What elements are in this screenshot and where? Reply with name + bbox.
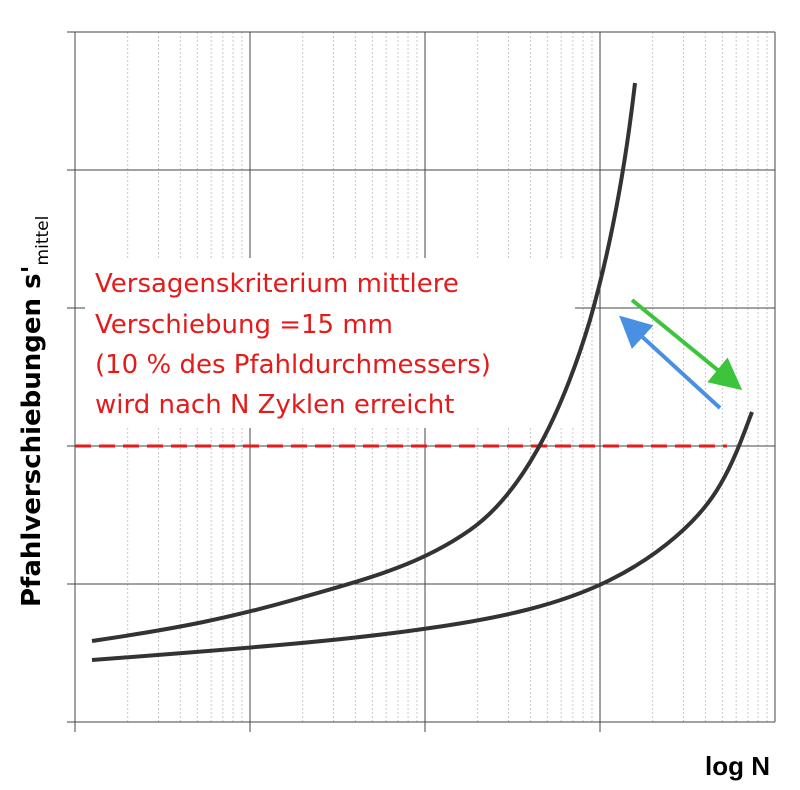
x-axis-label: log N [705,751,770,781]
arrow-blue [619,315,722,410]
annotation-line: Verschiebung =15 mm [95,310,393,340]
y-axis-label: Pfahlverschiebungen s'mittel [17,216,53,607]
curve-upper [91,82,637,643]
annotation-line: wird nach N Zyklen erreicht [95,390,454,420]
curve-lower [91,411,754,662]
annotation-line: (10 % des Pfahldurchmessers) [95,350,491,380]
annotation-box [85,258,575,428]
y-label-subscript: mittel [33,216,53,266]
arrow-green [630,298,743,391]
annotation-line: Versagenskriterium mittlere [95,269,459,299]
y-label-main: Pfahlverschiebungen s' [17,265,47,607]
